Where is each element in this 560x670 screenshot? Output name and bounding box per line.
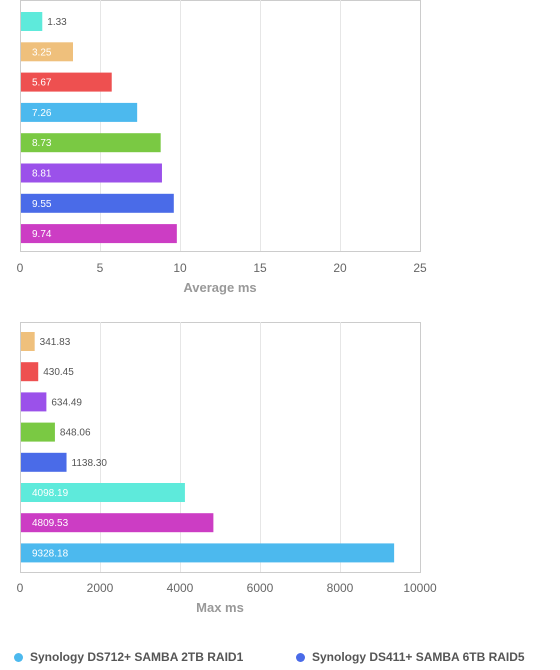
bar-value-label: 9328.18 (32, 548, 69, 559)
bar[interactable] (21, 483, 185, 502)
bar-value-label: 4098.19 (32, 488, 69, 499)
bar[interactable] (21, 513, 214, 533)
chart-2: 0 2000 4000 6000 8000 10000 Max ms 341.83 430.45… (17, 322, 437, 615)
bar-value-label: 8.81 (32, 169, 52, 180)
bar[interactable] (21, 163, 162, 183)
bar-value-label: 634.49 (51, 397, 82, 408)
x-tick-label: 0 (17, 581, 24, 595)
bar[interactable] (21, 422, 55, 442)
bar[interactable] (21, 224, 177, 244)
bar-value-label: 4809.53 (32, 518, 69, 529)
legend-item-ds411[interactable]: Synology DS411+ SAMBA 6TB RAID5 (296, 650, 525, 664)
bar-value-label: 430.45 (43, 367, 74, 378)
chart-1: 0 5 10 15 20 25 Average ms 1.33 3.25 5.67 7.26 8.73… (17, 0, 427, 295)
bar[interactable] (21, 452, 67, 472)
legend: Synology DS712+ SAMBA 2TB RAID1 Synology… (0, 650, 560, 670)
x-tick-label: 10000 (403, 581, 437, 595)
x-tick-label: 2000 (87, 581, 114, 595)
x-tick-label: 4000 (167, 581, 194, 595)
bar-value-label: 5.67 (32, 78, 52, 89)
bar[interactable] (21, 133, 161, 153)
bar[interactable] (21, 332, 35, 351)
x-tick-label: 20 (333, 261, 347, 275)
bar-value-label: 9.74 (32, 229, 52, 240)
legend-label: Synology DS411+ SAMBA 6TB RAID5 (312, 650, 525, 664)
bar[interactable] (21, 42, 73, 62)
x-tick-label: 8000 (327, 581, 354, 595)
x-tick-label: 15 (253, 261, 267, 275)
bar[interactable] (21, 362, 39, 382)
bar[interactable] (21, 72, 112, 92)
bar-value-label: 341.83 (40, 337, 71, 348)
legend-item-ds712[interactable]: Synology DS712+ SAMBA 2TB RAID1 (14, 650, 243, 664)
x-axis-title: Max ms (196, 600, 244, 615)
bar[interactable] (21, 193, 174, 213)
bar-value-label: 9.55 (32, 199, 52, 210)
legend-dot-icon (14, 652, 23, 662)
x-tick-label: 5 (97, 261, 104, 275)
x-tick-label: 10 (173, 261, 187, 275)
bar-value-label: 1.33 (47, 17, 67, 28)
plot-area (20, 322, 421, 573)
bar-value-label: 848.06 (60, 428, 91, 439)
x-tick-label: 0 (17, 261, 24, 275)
bar-value-label: 3.25 (32, 47, 52, 58)
x-tick-label: 25 (413, 261, 427, 275)
bar[interactable] (21, 543, 395, 563)
x-axis-title: Average ms (183, 280, 256, 295)
x-tick-label: 6000 (247, 581, 274, 595)
bar-value-label: 7.26 (32, 108, 52, 119)
legend-label: Synology DS712+ SAMBA 2TB RAID1 (30, 650, 244, 664)
bar-value-label: 8.73 (32, 138, 52, 149)
plot-area (20, 0, 421, 252)
legend-dot-icon (296, 652, 305, 662)
bar-value-label: 1138.30 (72, 458, 108, 469)
bar[interactable] (21, 12, 43, 31)
bar[interactable] (21, 102, 138, 122)
bar[interactable] (21, 392, 47, 412)
